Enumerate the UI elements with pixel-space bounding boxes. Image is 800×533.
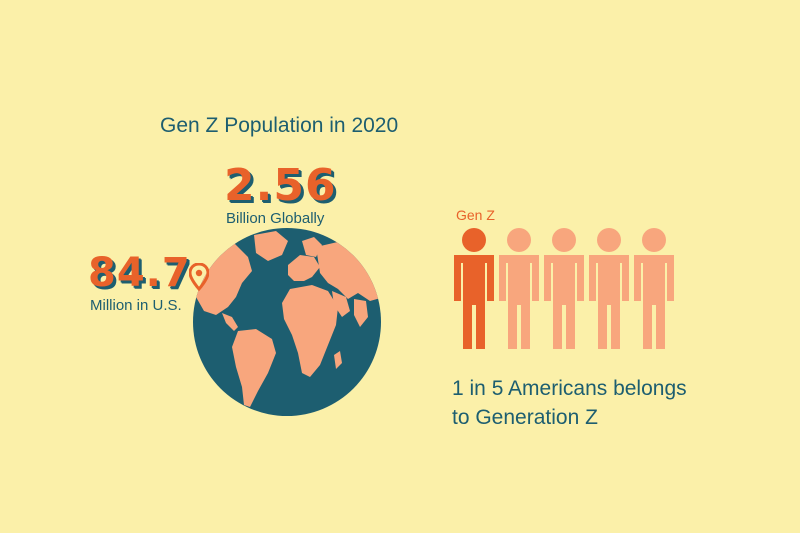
global-population-label: Billion Globally: [226, 210, 325, 227]
gen-z-statement: 1 in 5 Americans belongs to Generation Z: [452, 374, 752, 432]
gen-z-label: Gen Z: [456, 207, 495, 223]
us-population-value: 84.7: [88, 250, 191, 296]
person-icon: [544, 228, 584, 349]
statement-line-2: to Generation Z: [452, 406, 598, 429]
infographic-title: Gen Z Population in 2020: [160, 114, 399, 137]
person-icon: [589, 228, 629, 349]
people-chart: [454, 228, 674, 349]
global-population-value: 2.56: [224, 160, 337, 211]
globe-icon: [193, 228, 381, 416]
person-icon: [634, 228, 674, 349]
us-population-label: Million in U.S.: [90, 297, 182, 314]
location-pin-icon: [189, 263, 209, 291]
person-icon: [454, 228, 494, 349]
person-icon: [499, 228, 539, 349]
statement-line-1: 1 in 5 Americans belongs: [452, 377, 687, 400]
